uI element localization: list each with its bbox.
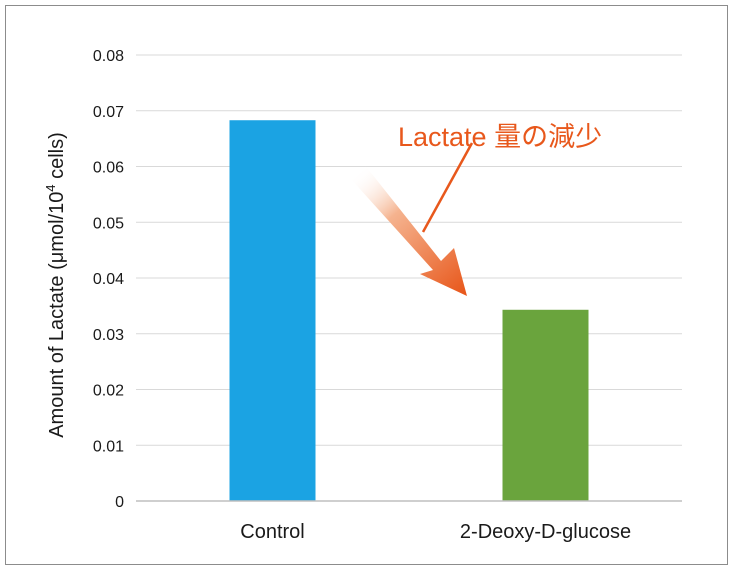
y-tick-label: 0 — [115, 494, 124, 511]
bars — [229, 120, 589, 501]
annotation-arrow — [350, 164, 467, 296]
y-axis-tick-labels: 0 0.01 0.02 0.03 0.04 0.05 0.06 0.07 0.08 — [93, 48, 124, 511]
chart-frame — [5, 5, 728, 565]
y-tick-label: 0.06 — [93, 160, 124, 177]
y-tick-label: 0.04 — [93, 271, 124, 288]
y-tick-label: 0.03 — [93, 327, 124, 344]
y-tick-label: 0.01 — [93, 438, 124, 455]
y-tick-label: 0.02 — [93, 383, 124, 400]
annotation-text: Lactate 量の減少 — [398, 122, 602, 152]
y-tick-label: 0.05 — [93, 215, 124, 232]
bar-control — [229, 120, 316, 501]
y-tick-label: 0.08 — [93, 48, 124, 65]
y-tick-label: 0.07 — [93, 104, 124, 121]
bar-2-deoxy-d-glucose — [502, 309, 589, 501]
y-axis-label: Amount of Lactate (μmol/104 cells) — [43, 132, 68, 438]
gridlines — [136, 54, 682, 446]
annotation-pointer-line — [421, 142, 474, 233]
x-category-label: Control — [240, 521, 304, 543]
x-category-label: 2-Deoxy-D-glucose — [460, 521, 631, 543]
x-axis-category-labels: Control 2-Deoxy-D-glucose — [240, 521, 631, 543]
